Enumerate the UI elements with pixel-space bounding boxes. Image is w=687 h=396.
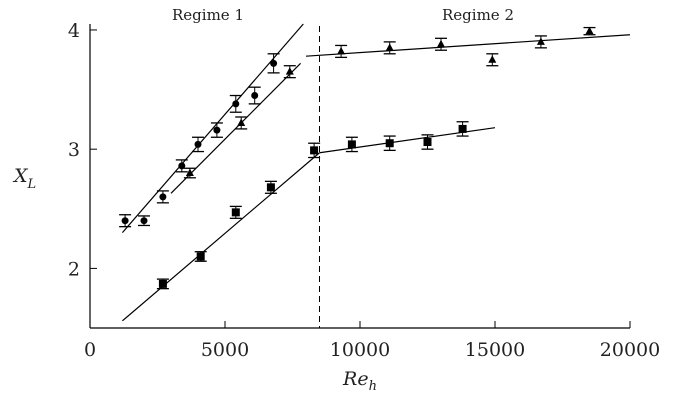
data-point-triangle — [235, 116, 248, 130]
triangle-marker — [488, 55, 497, 63]
data-point-circle — [229, 94, 242, 113]
y-axis-label-main: X — [12, 165, 29, 187]
x-tick-label: 15000 — [465, 339, 525, 361]
data-point-triangle — [435, 37, 447, 51]
data-point-square — [308, 142, 321, 159]
data-point-square — [156, 278, 169, 290]
data-point-square — [264, 180, 277, 194]
regime-2-label: Regime 2 — [442, 6, 514, 24]
x-tick-label: 20000 — [600, 339, 660, 361]
triangle-marker — [585, 26, 594, 35]
y-tick-label: 4 — [68, 20, 80, 42]
y-axis-label-sub: L — [27, 177, 37, 192]
data-point-triangle — [383, 41, 396, 55]
data-point-triangle — [583, 26, 596, 36]
triangle-marker — [437, 39, 445, 48]
circle-marker — [213, 126, 221, 134]
square-marker — [347, 140, 356, 149]
data-point-circle — [119, 214, 132, 228]
triangle-marker — [237, 118, 246, 126]
x-axis-label-sub: h — [369, 379, 377, 394]
data-point-triangle — [183, 167, 196, 179]
data-point-circle — [175, 159, 188, 173]
x-axis-label-main: Re — [342, 368, 369, 390]
x-tick-label: 5000 — [201, 339, 249, 361]
triangle-marker — [337, 46, 346, 55]
circle-marker — [251, 92, 259, 100]
x-tick-label: 0 — [84, 339, 96, 361]
data-point-triangle — [335, 44, 348, 59]
square-marker — [310, 146, 319, 155]
y-tick-label: 2 — [68, 258, 80, 280]
data-point-square — [194, 251, 207, 262]
fit-line — [305, 34, 631, 57]
data-point-circle — [192, 136, 204, 153]
fit-line — [319, 127, 496, 154]
data-point-square — [421, 134, 434, 150]
square-marker — [458, 124, 467, 133]
data-point-square — [345, 136, 358, 153]
triangle-marker — [185, 168, 194, 177]
data-point-circle — [248, 86, 261, 105]
triangle-marker — [285, 67, 294, 75]
square-marker — [231, 208, 240, 217]
circle-marker — [194, 140, 202, 148]
data-point-square — [456, 121, 469, 137]
regime-1-label: Regime 1 — [172, 6, 244, 24]
y-tick-label: 3 — [68, 139, 80, 161]
data-point-triangle — [534, 35, 547, 49]
axis-ticks: 0 5000 10000 15000 20000 2 3 4 — [68, 20, 660, 361]
fit-lines — [121, 23, 631, 322]
data-points — [119, 26, 596, 290]
circle-marker — [270, 59, 278, 67]
square-marker — [266, 183, 275, 192]
data-point-square — [383, 135, 396, 152]
fit-line — [121, 23, 304, 234]
circle-marker — [178, 162, 186, 170]
data-point-circle — [156, 190, 169, 204]
triangle-marker — [385, 43, 394, 51]
data-point-square — [229, 205, 242, 219]
square-marker — [385, 139, 394, 148]
data-point-circle — [267, 53, 280, 74]
data-point-circle — [210, 122, 223, 138]
triangle-marker — [536, 37, 545, 45]
circle-marker — [232, 100, 240, 108]
x-tick-label: 10000 — [330, 339, 390, 361]
circle-marker — [140, 217, 148, 225]
x-axis-label: Reh — [342, 368, 377, 394]
data-point-triangle — [486, 53, 499, 67]
square-marker — [158, 279, 167, 288]
square-marker — [196, 252, 205, 261]
circle-marker — [159, 193, 167, 201]
square-marker — [423, 138, 432, 147]
data-point-triangle — [283, 65, 296, 79]
fit-line — [122, 152, 320, 322]
y-axis-label: XL — [12, 165, 36, 192]
circle-marker — [121, 217, 129, 225]
data-point-circle — [138, 215, 150, 227]
